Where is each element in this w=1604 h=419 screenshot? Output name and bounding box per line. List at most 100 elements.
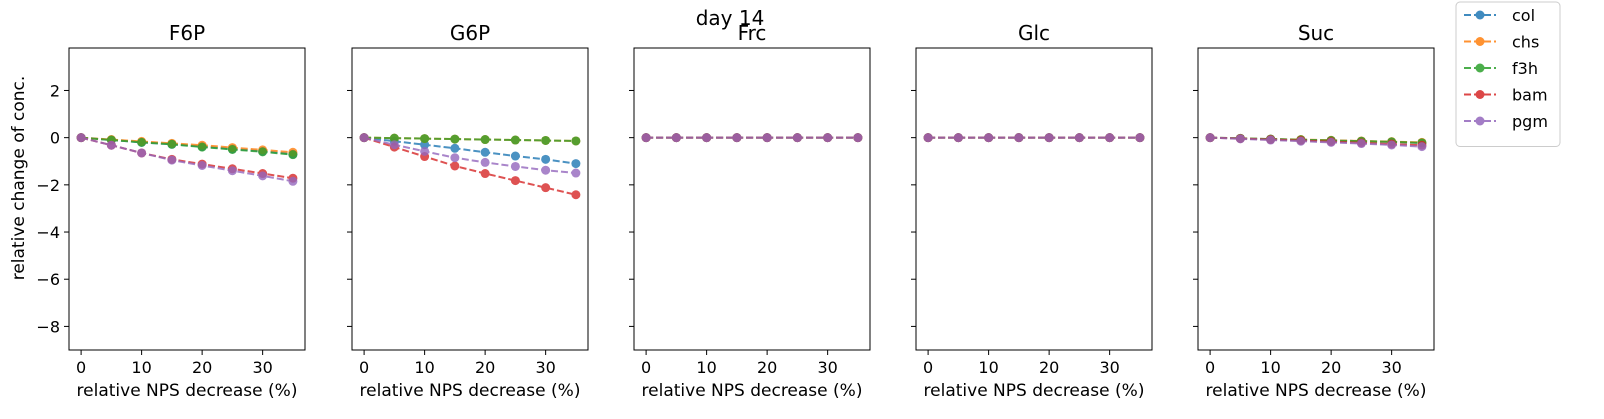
data-point-f3h [541, 135, 551, 145]
data-point-pgm [1044, 133, 1054, 143]
data-point-pgm [1105, 133, 1115, 143]
plot-frame [68, 47, 306, 351]
data-point-pgm [823, 133, 833, 143]
legend[interactable]: col chs f3h bam pgm [1455, 1, 1561, 147]
subplot-g6p: G6P 0 10 20 30 relative NPS decrease (%) [347, 21, 589, 401]
data-point-pgm [984, 133, 994, 143]
x-tick-label: 30 [252, 358, 272, 377]
data-point-bam [510, 176, 520, 186]
y-tick-label: −8 [36, 317, 60, 336]
data-point-pgm [510, 161, 520, 171]
data-point-f3h [571, 136, 581, 146]
data-point-f3h [137, 137, 147, 147]
subplot-glc: Glc 0 10 20 30 relative NPS decrease (%) [911, 21, 1153, 401]
data-point-pgm [420, 146, 430, 156]
x-tick-label: 30 [1099, 358, 1119, 377]
data-point-pgm [1356, 139, 1366, 149]
data-point-col [510, 151, 520, 161]
x-axis-label: relative NPS decrease (%) [77, 381, 298, 401]
data-point-pgm [76, 133, 86, 143]
data-point-pgm [1205, 133, 1215, 143]
data-point-f3h [389, 133, 399, 143]
subplot-frc: Frc 0 10 20 30 relative NPS decrease (%) [629, 21, 871, 401]
x-tick-label: 20 [192, 358, 212, 377]
series-line-f3h [364, 136, 576, 142]
data-point-bam [480, 169, 490, 179]
legend-entry-pgm[interactable] [1464, 116, 1496, 126]
y-tick-label: −2 [36, 176, 60, 195]
data-point-f3h [197, 142, 207, 152]
plot-frame [915, 47, 1153, 351]
plot-frame [633, 47, 871, 351]
legend-entry-bam[interactable] [1464, 90, 1496, 99]
data-point-f3h [510, 135, 520, 145]
data-point-pgm [450, 153, 460, 163]
y-tick-label: 2 [50, 81, 60, 100]
data-point-pgm [258, 171, 268, 181]
series-bam [359, 133, 581, 200]
x-tick-label: 0 [923, 358, 933, 377]
data-point-pgm [359, 133, 369, 143]
y-tick-label: 0 [50, 129, 60, 148]
subplot-title: Glc [1018, 21, 1050, 45]
data-point-pgm [1266, 135, 1276, 145]
figure-suptitle: day 14 [696, 6, 765, 30]
x-tick-label: 10 [1260, 358, 1280, 377]
data-point-col [541, 154, 551, 164]
data-point-pgm [1135, 133, 1145, 143]
x-tick-label: 20 [475, 358, 495, 377]
data-point-pgm [137, 148, 147, 158]
legend-label: col [1512, 6, 1535, 25]
data-point-f3h [288, 150, 298, 160]
series-pgm [1205, 133, 1427, 152]
data-point-f3h [227, 144, 237, 154]
data-point-pgm [1296, 136, 1306, 146]
data-point-bam [541, 183, 551, 193]
data-point-f3h [450, 134, 460, 144]
data-point-col [571, 159, 581, 169]
data-point-pgm [167, 155, 177, 165]
legend-label: pgm [1512, 112, 1548, 131]
y-tick-label: −6 [36, 270, 60, 289]
legend-entry-col[interactable] [1464, 10, 1496, 20]
x-tick-label: 0 [641, 358, 651, 377]
legend-marker-bam [1475, 90, 1485, 99]
x-axis-label: relative NPS decrease (%) [642, 381, 863, 401]
x-axis-label: relative NPS decrease (%) [1206, 381, 1427, 401]
series-line-pgm [363, 136, 576, 175]
x-tick-label: 20 [1039, 358, 1059, 377]
legend-entry-f3h[interactable] [1464, 63, 1496, 73]
plot-frame [1197, 47, 1435, 351]
legend-entry-chs[interactable] [1464, 37, 1496, 46]
data-point-f3h [167, 139, 177, 149]
series-line-bam [363, 136, 577, 196]
legend-marker-chs [1475, 37, 1485, 46]
series-pgm [923, 133, 1145, 143]
x-tick-label: 10 [131, 358, 151, 377]
series-pgm [641, 133, 863, 143]
x-tick-label: 20 [757, 358, 777, 377]
subplot-title: Frc [738, 21, 767, 45]
x-tick-label: 30 [1381, 358, 1401, 377]
data-point-f3h [480, 135, 490, 145]
x-tick-label: 30 [817, 358, 837, 377]
data-point-pgm [541, 165, 551, 175]
data-point-pgm [762, 133, 772, 143]
x-tick-label: 0 [1205, 358, 1215, 377]
x-tick-label: 10 [696, 358, 716, 377]
legend-label: chs [1512, 33, 1539, 52]
series-pgm [359, 133, 581, 178]
x-axis-label: relative NPS decrease (%) [360, 381, 581, 401]
data-point-pgm [1417, 142, 1427, 152]
series-pgm [76, 133, 298, 186]
data-point-pgm [571, 168, 581, 178]
y-tick-label: −4 [36, 223, 60, 242]
data-point-pgm [671, 133, 681, 143]
subplot-title: F6P [169, 21, 205, 45]
y-axis-label: relative change of conc. [9, 76, 29, 281]
data-point-pgm [389, 140, 399, 150]
series-line-pgm [80, 136, 294, 183]
